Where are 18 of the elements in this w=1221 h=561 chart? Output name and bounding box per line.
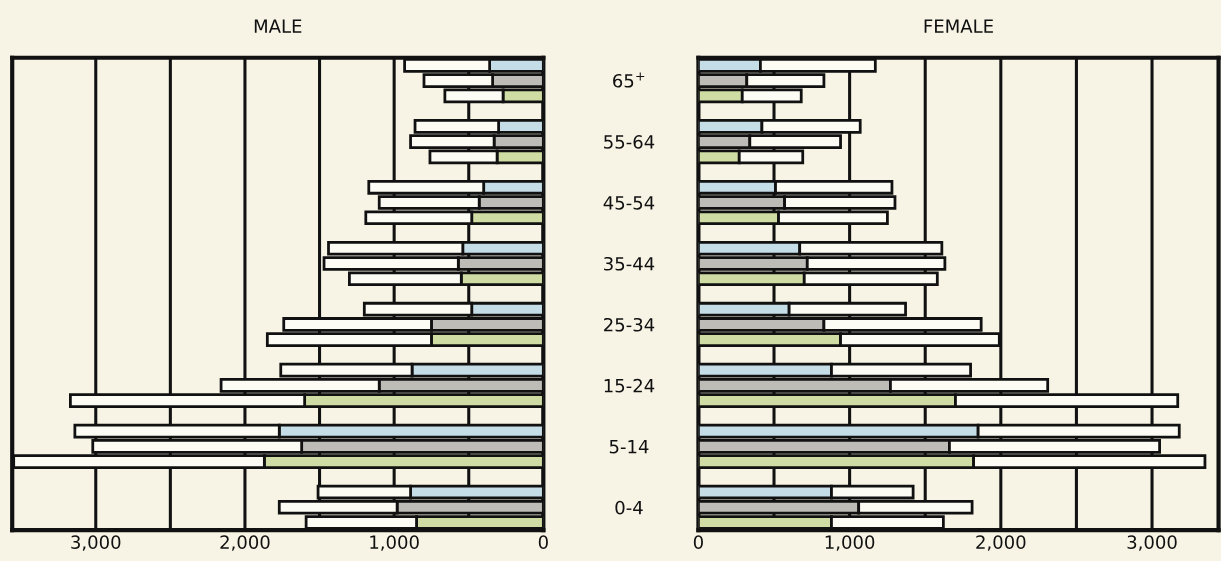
x-tick-label: 0 <box>538 535 548 549</box>
x-tick-label: 3,000 <box>1127 535 1177 551</box>
y-tick-label: 5-14 <box>609 440 649 454</box>
y-tick-label: 0-4 <box>615 500 643 515</box>
x-tick-label: 1,000 <box>825 535 875 551</box>
y-tick-label: 45-54 <box>603 196 655 210</box>
x-tick-label: 1,000 <box>370 535 419 551</box>
x-tick-label: 2,000 <box>220 535 270 551</box>
x-tick-label: 3,000 <box>71 535 121 551</box>
x-tick-label: 0 <box>693 535 703 549</box>
y-tick-label: 55-64 <box>604 135 655 149</box>
y-tick-label: 15-24 <box>604 378 655 393</box>
chart-title: MALE <box>254 19 302 33</box>
y-tick-label: 65$^{+}$ <box>613 72 645 88</box>
chart-title: FEMALE <box>924 19 993 33</box>
y-tick-label: 25-34 <box>604 317 655 332</box>
x-tick-label: 2,000 <box>976 535 1026 551</box>
y-tick-label: 35-44 <box>604 256 655 271</box>
